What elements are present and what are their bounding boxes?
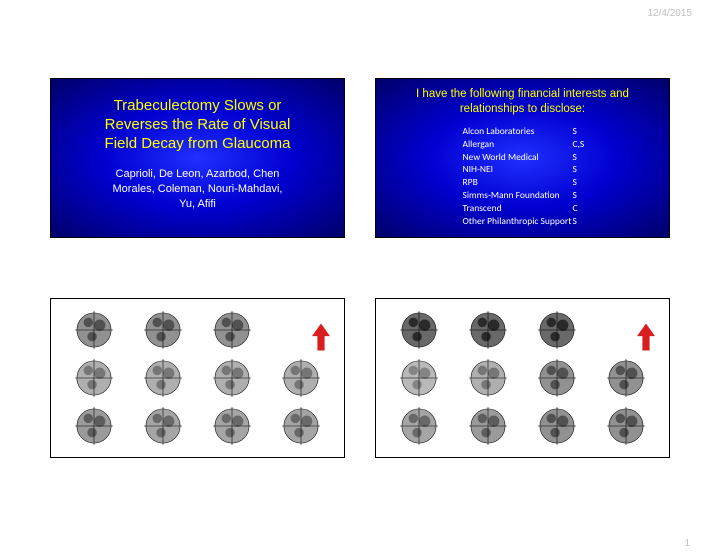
vf-cell bbox=[596, 405, 657, 447]
disclosure-name: NIH-NEI bbox=[433, 163, 573, 176]
visual-field-icon bbox=[469, 311, 507, 349]
slide-visual-fields-left bbox=[50, 298, 345, 458]
disclosure-title: I have the following financial interests… bbox=[416, 87, 629, 117]
disclosure-code: S bbox=[573, 215, 613, 228]
author-line: Caprioli, De Leon, Azarbod, Chen bbox=[113, 167, 283, 182]
disclosure-code: S bbox=[573, 176, 613, 189]
disclosure-table: Alcon LaboratoriesSAllerganC,SNew World … bbox=[433, 125, 613, 228]
disclosure-title-line: relationships to disclose: bbox=[416, 102, 629, 117]
vf-cell bbox=[527, 357, 588, 399]
vf-cell bbox=[527, 309, 588, 351]
vf-cell bbox=[388, 357, 449, 399]
visual-field-icon bbox=[400, 407, 438, 445]
vf-cell bbox=[457, 405, 518, 447]
vf-cell bbox=[132, 357, 193, 399]
disclosure-row: NIH-NEIS bbox=[433, 163, 613, 176]
visual-field-icon bbox=[469, 407, 507, 445]
page-number: 1 bbox=[684, 538, 690, 549]
visual-field-icon bbox=[538, 311, 576, 349]
disclosure-row: AllerganC,S bbox=[433, 138, 613, 151]
disclosure-row: Other Philanthropic SupportS bbox=[433, 215, 613, 228]
visual-field-icon bbox=[282, 359, 320, 397]
disclosure-code: S bbox=[573, 163, 613, 176]
vf-cell bbox=[202, 405, 263, 447]
visual-field-icon bbox=[213, 407, 251, 445]
disclosure-code: S bbox=[573, 189, 613, 202]
vf-cell bbox=[271, 405, 332, 447]
visual-field-icon bbox=[538, 407, 576, 445]
vf-cell bbox=[132, 405, 193, 447]
disclosure-name: New World Medical bbox=[433, 151, 573, 164]
vf-cell bbox=[596, 357, 657, 399]
vf-cell bbox=[527, 405, 588, 447]
vf-cell bbox=[271, 357, 332, 399]
disclosure-row: New World MedicalS bbox=[433, 151, 613, 164]
vf-cell bbox=[132, 309, 193, 351]
disclosure-code: S bbox=[573, 125, 613, 138]
vf-cell bbox=[457, 309, 518, 351]
vf-cell bbox=[63, 405, 124, 447]
title-line: Reverses the Rate of Visual bbox=[105, 116, 291, 135]
visual-field-icon bbox=[75, 359, 113, 397]
up-arrow-icon bbox=[637, 323, 655, 351]
disclosure-name: RPB bbox=[433, 176, 573, 189]
disclosure-name: Transcend bbox=[433, 202, 573, 215]
author-line: Morales, Coleman, Nouri-Mahdavi, bbox=[113, 182, 283, 197]
slide-visual-fields-right bbox=[375, 298, 670, 458]
disclosure-code: C,S bbox=[573, 138, 613, 151]
disclosure-row: TranscendC bbox=[433, 202, 613, 215]
vf-cell bbox=[388, 405, 449, 447]
disclosure-row: Alcon LaboratoriesS bbox=[433, 125, 613, 138]
author-line: Yu, Afifi bbox=[113, 197, 283, 212]
disclosure-row: RPBS bbox=[433, 176, 613, 189]
visual-field-icon bbox=[538, 359, 576, 397]
disclosure-name: Allergan bbox=[433, 138, 573, 151]
title-block: Trabeculectomy Slows or Reverses the Rat… bbox=[105, 97, 291, 153]
disclosure-title-line: I have the following financial interests… bbox=[416, 87, 629, 102]
vf-cell bbox=[388, 309, 449, 351]
visual-field-icon bbox=[607, 407, 645, 445]
visual-field-icon bbox=[144, 407, 182, 445]
vf-cell bbox=[63, 309, 124, 351]
visual-field-icon bbox=[144, 359, 182, 397]
visual-field-icon bbox=[469, 359, 507, 397]
visual-field-icon bbox=[400, 359, 438, 397]
visual-field-icon bbox=[607, 359, 645, 397]
disclosure-row: Simms-Mann FoundationS bbox=[433, 189, 613, 202]
visual-field-icon bbox=[213, 311, 251, 349]
vf-cell bbox=[202, 357, 263, 399]
visual-field-icon bbox=[75, 311, 113, 349]
vf-cell bbox=[63, 357, 124, 399]
title-line: Field Decay from Glaucoma bbox=[105, 135, 291, 154]
visual-field-icon bbox=[144, 311, 182, 349]
slide-grid: Trabeculectomy Slows or Reverses the Rat… bbox=[50, 78, 670, 458]
disclosure-name: Simms-Mann Foundation bbox=[433, 189, 573, 202]
vf-cell bbox=[202, 309, 263, 351]
visual-field-icon bbox=[400, 311, 438, 349]
slide-disclosures: I have the following financial interests… bbox=[375, 78, 670, 238]
visual-field-icon bbox=[282, 407, 320, 445]
disclosure-code: S bbox=[573, 151, 613, 164]
visual-field-icon bbox=[213, 359, 251, 397]
disclosure-name: Other Philanthropic Support bbox=[433, 215, 573, 228]
title-line: Trabeculectomy Slows or bbox=[105, 97, 291, 116]
date-header: 12/4/2015 bbox=[648, 8, 693, 19]
authors-block: Caprioli, De Leon, Azarbod, Chen Morales… bbox=[113, 167, 283, 212]
visual-field-icon bbox=[75, 407, 113, 445]
up-arrow-icon bbox=[312, 323, 330, 351]
disclosure-code: C bbox=[573, 202, 613, 215]
disclosure-name: Alcon Laboratories bbox=[433, 125, 573, 138]
slide-title: Trabeculectomy Slows or Reverses the Rat… bbox=[50, 78, 345, 238]
vf-cell bbox=[457, 357, 518, 399]
